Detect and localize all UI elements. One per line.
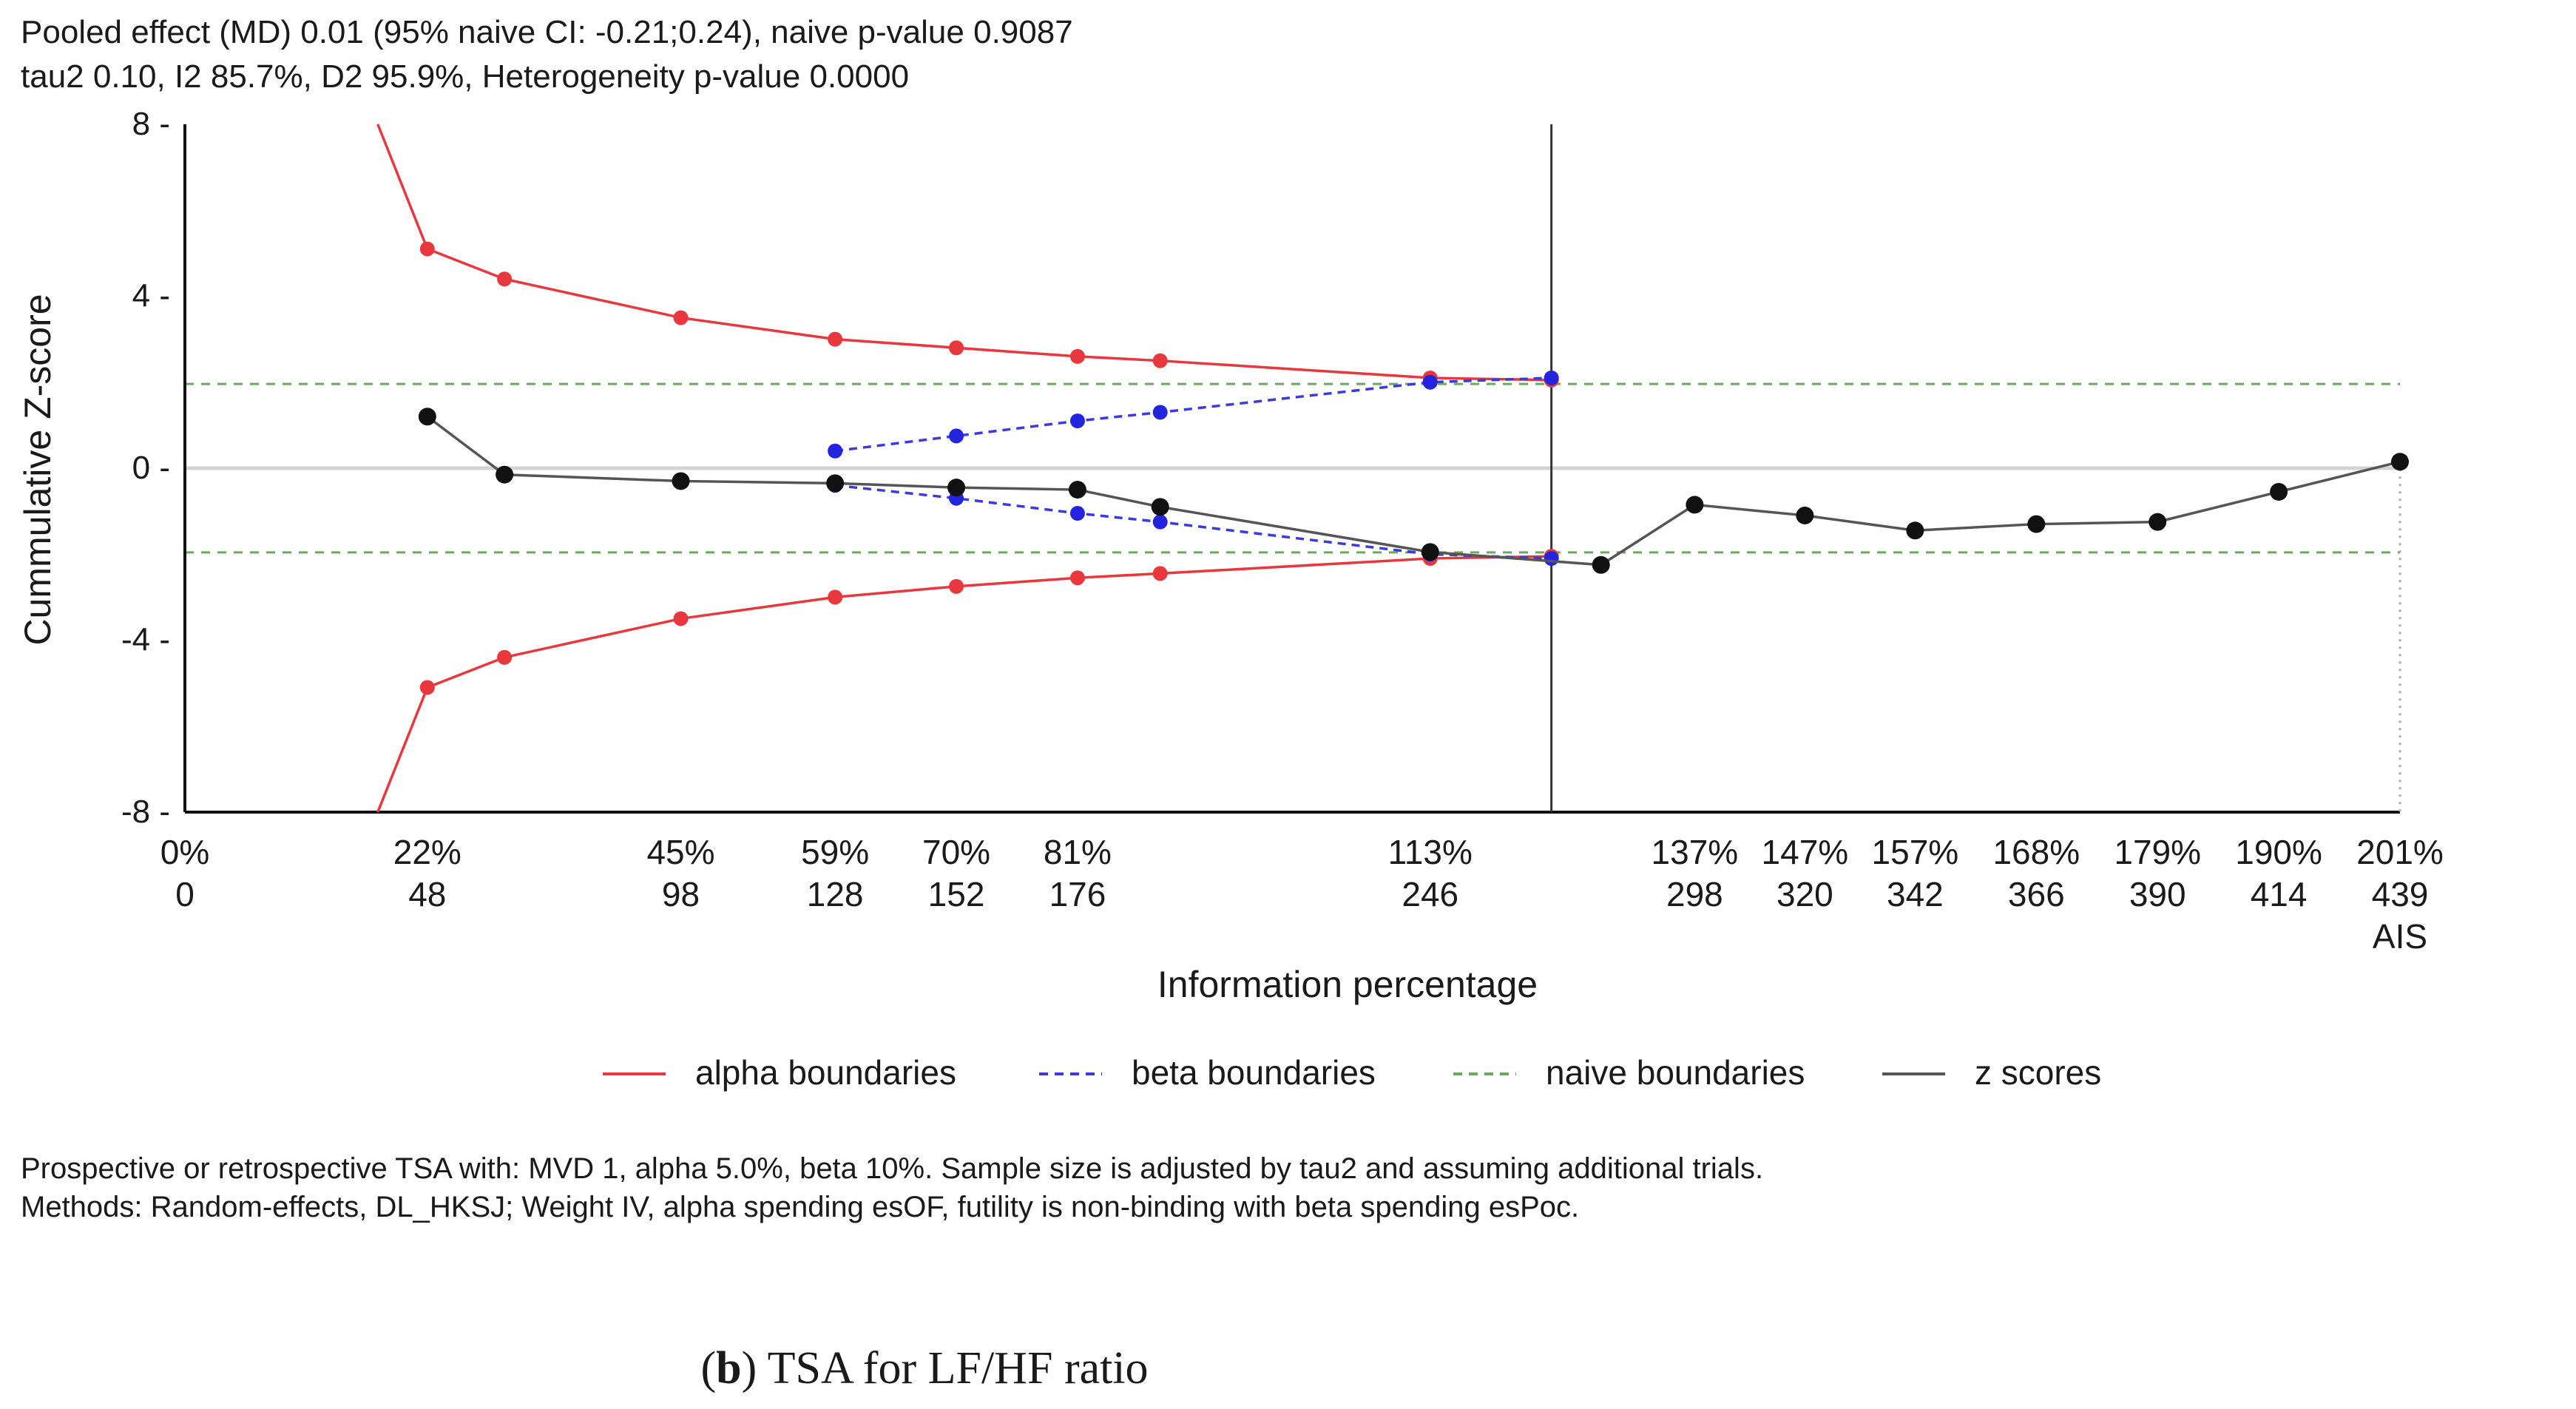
x-tick-n-1: 48 — [408, 875, 446, 913]
alpha-lower-line — [376, 555, 1552, 813]
x-tick-pct-7: 137% — [1652, 833, 1739, 871]
caption-prefix: ( — [700, 1343, 716, 1393]
alpha-lower-point-4 — [828, 589, 843, 605]
caption-bold: b — [716, 1343, 741, 1393]
legend-label-2: naive boundaries — [1546, 1053, 1805, 1092]
z-score-point-14 — [2270, 482, 2288, 501]
beta-upper-point-1 — [949, 428, 964, 444]
z-score-point-2 — [672, 472, 690, 490]
x-tick-n-10: 366 — [2008, 875, 2065, 913]
legend-label-0: alpha boundaries — [695, 1053, 956, 1092]
x-tick-pct-2: 45% — [646, 833, 714, 871]
footer-line-2: Methods: Random-effects, DL_HKSJ; Weight… — [21, 1191, 1579, 1223]
beta-upper-line — [834, 376, 1552, 453]
legend: alpha boundaries beta boundaries naive bou… — [603, 1053, 2101, 1092]
alpha-upper-point-2 — [497, 271, 513, 287]
x-tick-n-5: 176 — [1049, 875, 1106, 913]
beta-upper-point-3 — [1152, 405, 1168, 420]
alpha-upper-point-6 — [1069, 348, 1085, 364]
x-tick-labels: 0% 0 22% 48 45% 98 59% 128 70% 152 81% 176 113% 246 13… — [160, 833, 2444, 956]
x-tick-pct-9: 157% — [1872, 833, 1959, 871]
figure-caption: (b) TSA for LF/HF ratio — [700, 1343, 1148, 1393]
plot-area — [183, 124, 2409, 814]
beta-upper-point-0 — [828, 443, 843, 459]
beta-upper-point-5 — [1544, 370, 1559, 385]
y-tick-label-2: 0 - — [132, 450, 170, 486]
alpha-lower-point-1 — [419, 680, 435, 695]
header-line-1: Pooled effect (MD) 0.01 (95% naive CI: -… — [21, 14, 1073, 50]
caption-rest: ) TSA for LF/HF ratio — [742, 1343, 1149, 1393]
x-tick-pct-8: 147% — [1762, 833, 1849, 871]
y-tick-label-4: -8 - — [121, 794, 170, 830]
x-tick-pct-13: 201% — [2356, 833, 2444, 871]
beta-lower-point-3 — [1152, 514, 1168, 530]
footer-line-1: Prospective or retrospective TSA with: M… — [21, 1152, 1763, 1185]
y-tick-label-1: 4 - — [132, 278, 170, 314]
z-score-point-13 — [2149, 513, 2167, 531]
x-tick-pct-1: 22% — [393, 833, 462, 871]
z-score-point-11 — [1906, 521, 1924, 540]
x-tick-n-7: 298 — [1666, 875, 1723, 913]
x-tick-n-3: 128 — [807, 875, 864, 913]
x-tick-pct-0: 0% — [160, 833, 209, 871]
z-score-point-10 — [1796, 506, 1814, 524]
alpha-lower-point-5 — [949, 578, 964, 594]
beta-upper-point-4 — [1422, 374, 1438, 390]
z-score-point-15 — [2391, 453, 2409, 471]
x-tick-pct-12: 190% — [2235, 833, 2322, 871]
x-tick-n-9: 342 — [1887, 875, 1944, 913]
z-score-point-8 — [1592, 555, 1610, 574]
y-tick-label-3: -4 - — [121, 622, 170, 658]
beta-lower-line — [834, 484, 1552, 560]
alpha-lower-point-7 — [1152, 566, 1168, 581]
z-score-point-6 — [1151, 498, 1169, 516]
y-axis-title: Cummulative Z-score — [17, 294, 58, 645]
x-tick-n-12: 414 — [2251, 875, 2308, 913]
z-score-point-1 — [496, 465, 514, 484]
x-tick-n-13: 439 — [2372, 875, 2429, 913]
x-tick-n-8: 320 — [1777, 875, 1833, 913]
x-tick-n-11: 390 — [2129, 875, 2186, 913]
z-score-point-0 — [418, 408, 436, 426]
beta-lower-point-2 — [1069, 506, 1085, 521]
beta-upper-point-2 — [1069, 413, 1085, 429]
alpha-upper-line — [376, 124, 1552, 382]
alpha-upper-point-5 — [949, 340, 964, 356]
alpha-lower-point-3 — [673, 611, 689, 626]
z-score-point-3 — [826, 474, 845, 493]
z-score-point-9 — [1686, 496, 1704, 514]
alpha-upper-point-7 — [1152, 353, 1168, 368]
x-axis-title: Information percentage — [1157, 964, 1538, 1005]
x-tick-pct-6: 113% — [1388, 833, 1473, 871]
y-tick-labels: 8 - 4 - 0 - -4 - -8 - — [121, 106, 170, 830]
x-tick-n-0: 0 — [175, 875, 195, 913]
beta-lower-point-5 — [1544, 551, 1559, 567]
alpha-upper-point-3 — [673, 310, 689, 325]
legend-label-3: z scores — [1975, 1053, 2101, 1092]
x-tick-pct-5: 81% — [1044, 833, 1112, 871]
x-tick-extra-13: AIS — [2373, 917, 2427, 956]
alpha-upper-point-4 — [828, 331, 843, 347]
z-scores-line — [426, 415, 2401, 567]
x-tick-n-2: 98 — [662, 875, 700, 913]
z-score-point-4 — [947, 479, 966, 497]
z-score-point-12 — [2027, 515, 2046, 533]
z-score-point-5 — [1068, 481, 1086, 499]
legend-label-1: beta boundaries — [1132, 1053, 1376, 1092]
x-tick-n-6: 246 — [1402, 875, 1458, 913]
x-tick-pct-3: 59% — [801, 833, 869, 871]
header-line-2: tau2 0.10, I2 85.7%, D2 95.9%, Heterogen… — [21, 58, 909, 95]
x-tick-pct-11: 179% — [2114, 833, 2201, 871]
alpha-lower-point-6 — [1069, 570, 1085, 586]
x-tick-n-4: 152 — [928, 875, 985, 913]
y-tick-label-0: 8 - — [132, 106, 170, 142]
x-tick-pct-4: 70% — [922, 833, 990, 871]
z-score-point-7 — [1421, 543, 1439, 561]
x-tick-pct-10: 168% — [1992, 833, 2080, 871]
alpha-upper-point-1 — [419, 241, 435, 257]
alpha-lower-point-2 — [497, 649, 513, 665]
